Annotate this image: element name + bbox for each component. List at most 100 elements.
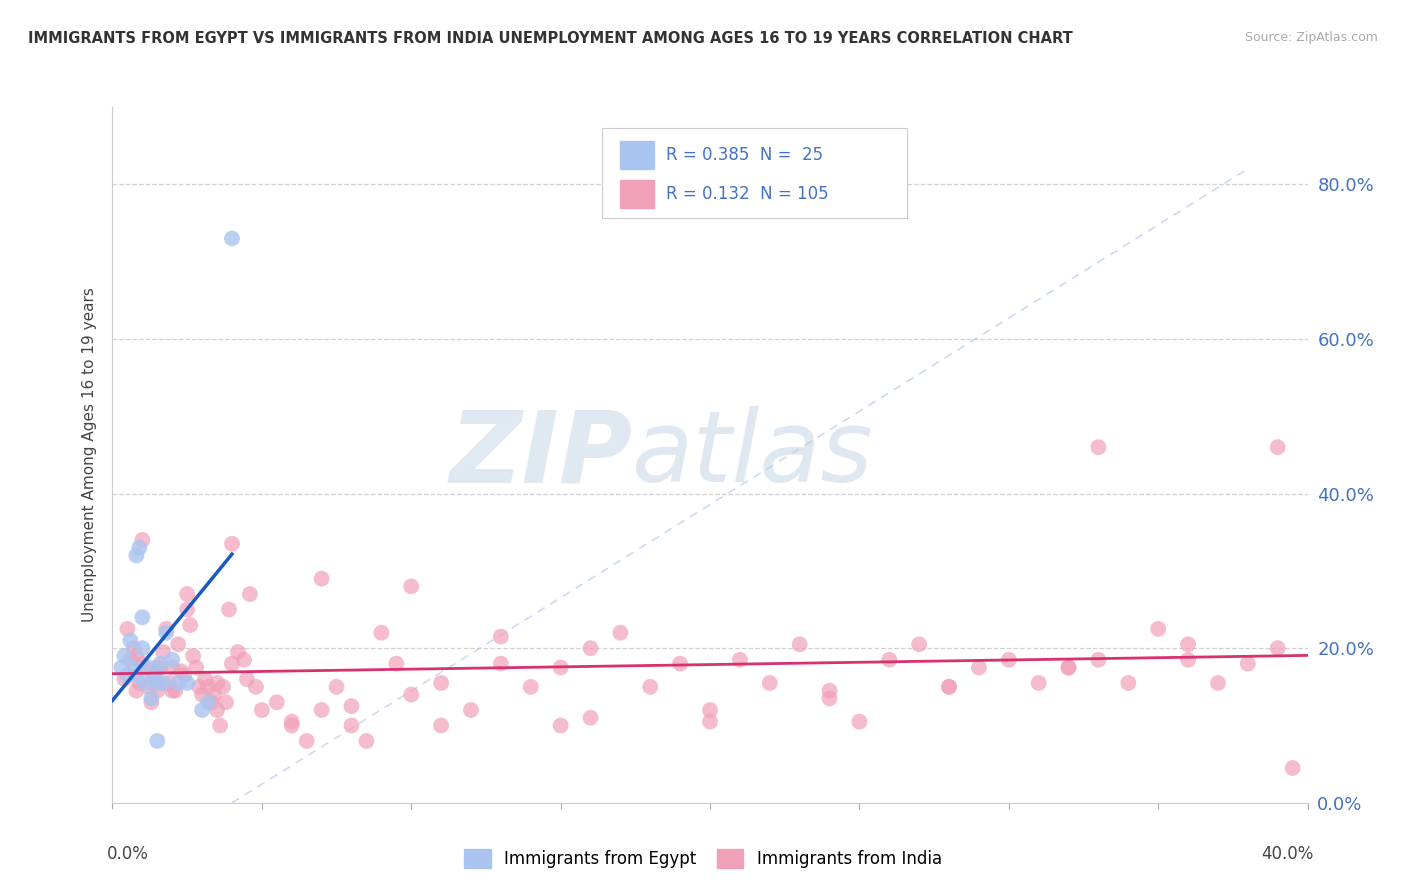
Point — [125, 683, 148, 698]
Point — [134, 676, 156, 690]
Point — [998, 653, 1021, 667]
Point — [967, 660, 990, 674]
Point — [176, 602, 198, 616]
Point — [340, 718, 363, 732]
Point — [550, 718, 572, 732]
Point — [188, 680, 211, 694]
Point — [152, 676, 174, 690]
Point — [460, 703, 482, 717]
Point — [232, 653, 256, 667]
Point — [131, 610, 153, 624]
Point — [197, 695, 219, 709]
Point — [157, 676, 180, 690]
Point — [120, 633, 142, 648]
Y-axis label: Unemployment Among Ages 16 to 19 years: Unemployment Among Ages 16 to 19 years — [82, 287, 97, 623]
Point — [311, 572, 333, 586]
Point — [759, 676, 782, 690]
Point — [155, 622, 177, 636]
Point — [138, 680, 160, 694]
Point — [221, 657, 243, 671]
Point — [1206, 676, 1229, 690]
Point — [191, 688, 214, 702]
Point — [122, 641, 145, 656]
Point — [1028, 676, 1050, 690]
Point — [239, 587, 262, 601]
Point — [125, 668, 148, 682]
Point — [1281, 761, 1303, 775]
Point — [1057, 660, 1080, 674]
Point — [146, 660, 169, 674]
Text: 0.0%: 0.0% — [107, 845, 149, 863]
Point — [179, 618, 201, 632]
Point — [149, 657, 172, 671]
Point — [114, 672, 135, 686]
Point — [152, 645, 174, 659]
Point — [1087, 440, 1109, 454]
Point — [149, 660, 172, 674]
Text: atlas: atlas — [633, 407, 875, 503]
Point — [579, 641, 602, 656]
Point — [520, 680, 543, 694]
Point — [208, 718, 231, 732]
Point — [1237, 657, 1260, 671]
Point — [205, 703, 228, 717]
Point — [125, 648, 148, 663]
Point — [938, 680, 960, 694]
Point — [579, 711, 602, 725]
Bar — [620, 141, 654, 169]
Point — [176, 587, 198, 601]
Point — [218, 602, 240, 616]
Point — [221, 537, 243, 551]
Point — [281, 714, 304, 729]
Point — [1057, 660, 1080, 674]
Point — [699, 714, 721, 729]
Point — [162, 653, 183, 667]
Point — [110, 660, 132, 674]
Point — [173, 668, 195, 682]
Point — [212, 680, 235, 694]
Legend: Immigrants from Egypt, Immigrants from India: Immigrants from Egypt, Immigrants from I… — [457, 842, 949, 875]
Point — [430, 676, 453, 690]
Point — [728, 653, 751, 667]
Point — [1177, 637, 1199, 651]
Point — [128, 676, 150, 690]
Point — [122, 660, 145, 674]
Point — [146, 734, 169, 748]
Point — [877, 653, 901, 667]
Point — [818, 683, 841, 698]
Point — [167, 676, 190, 690]
Point — [143, 668, 166, 682]
Point — [141, 695, 163, 709]
Point — [141, 691, 163, 706]
Point — [430, 718, 453, 732]
Bar — [620, 180, 654, 208]
Point — [669, 657, 692, 671]
Text: ZIP: ZIP — [450, 407, 633, 503]
Point — [162, 660, 183, 674]
Point — [205, 676, 228, 690]
Point — [120, 653, 142, 667]
Point — [165, 683, 187, 698]
Point — [176, 676, 198, 690]
Point — [325, 680, 347, 694]
Point — [143, 672, 166, 686]
Point — [908, 637, 931, 651]
Text: 40.0%: 40.0% — [1261, 845, 1313, 863]
Text: Source: ZipAtlas.com: Source: ZipAtlas.com — [1244, 31, 1378, 45]
Point — [128, 541, 150, 555]
Point — [489, 657, 512, 671]
Point — [245, 680, 267, 694]
Point — [114, 648, 135, 663]
Text: R = 0.132  N = 105: R = 0.132 N = 105 — [666, 185, 828, 203]
Point — [1267, 641, 1289, 656]
Text: IMMIGRANTS FROM EGYPT VS IMMIGRANTS FROM INDIA UNEMPLOYMENT AMONG AGES 16 TO 19 : IMMIGRANTS FROM EGYPT VS IMMIGRANTS FROM… — [28, 31, 1073, 46]
Point — [117, 622, 139, 636]
Point — [167, 637, 190, 651]
Point — [131, 533, 153, 547]
Point — [197, 680, 219, 694]
Point — [699, 703, 721, 717]
Point — [236, 672, 259, 686]
Point — [370, 625, 392, 640]
Point — [131, 657, 153, 671]
Point — [1267, 440, 1289, 454]
